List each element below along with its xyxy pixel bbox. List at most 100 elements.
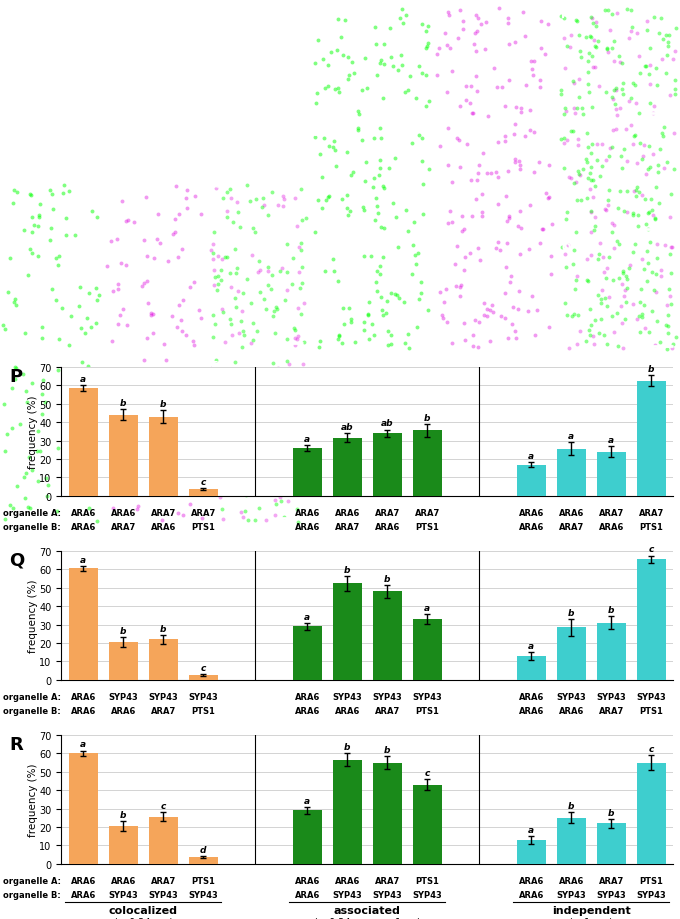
Point xyxy=(413,60,424,74)
Point xyxy=(54,249,65,264)
Point xyxy=(649,211,660,226)
Point xyxy=(443,9,454,24)
Point xyxy=(481,310,492,324)
Point xyxy=(535,80,546,95)
Point xyxy=(374,267,385,282)
Point xyxy=(639,139,650,153)
Point xyxy=(173,506,184,521)
Point xyxy=(607,225,617,240)
Text: P: P xyxy=(9,368,22,386)
Point xyxy=(651,251,662,266)
Point xyxy=(515,102,526,117)
Point xyxy=(499,312,510,326)
Point xyxy=(644,68,655,83)
Point xyxy=(279,193,290,208)
Point xyxy=(114,308,125,323)
Point xyxy=(18,368,29,382)
Text: ARA6: ARA6 xyxy=(335,876,360,885)
Point xyxy=(311,86,322,101)
Point xyxy=(33,424,44,438)
Point xyxy=(392,241,403,255)
Point xyxy=(473,166,484,181)
Point xyxy=(471,85,482,99)
Point xyxy=(309,130,320,145)
Point xyxy=(22,501,33,516)
Point xyxy=(272,412,283,426)
Point xyxy=(294,394,305,409)
Point xyxy=(375,221,386,235)
Point xyxy=(207,330,218,345)
Point xyxy=(41,489,52,504)
Text: PTS1: PTS1 xyxy=(191,706,215,715)
Point xyxy=(411,321,422,335)
Point xyxy=(583,77,594,92)
Point xyxy=(446,65,457,80)
Point xyxy=(669,45,680,60)
Point xyxy=(589,179,600,194)
Point xyxy=(662,49,673,63)
Point xyxy=(341,146,352,161)
Point xyxy=(385,328,396,343)
Point xyxy=(90,377,101,391)
Point xyxy=(536,41,547,56)
Point xyxy=(595,312,606,326)
Point xyxy=(113,318,124,333)
Point xyxy=(608,93,619,108)
Point xyxy=(560,62,571,76)
Point xyxy=(209,270,220,285)
Point xyxy=(625,25,636,40)
Point xyxy=(647,208,658,222)
Point xyxy=(296,277,307,291)
Text: L: L xyxy=(562,126,568,136)
Point xyxy=(459,334,470,348)
Point xyxy=(467,107,478,121)
Point xyxy=(27,463,38,478)
Point xyxy=(613,201,624,216)
Point xyxy=(328,264,339,278)
Point xyxy=(572,193,583,208)
Point xyxy=(246,297,257,312)
Point xyxy=(434,42,445,57)
Point xyxy=(634,310,645,324)
Point xyxy=(248,441,259,456)
Point xyxy=(567,74,578,89)
Text: a: a xyxy=(608,436,614,445)
Point xyxy=(323,58,334,73)
Point xyxy=(586,31,597,46)
Point xyxy=(437,308,447,323)
Point xyxy=(575,168,585,183)
Point xyxy=(635,137,646,152)
Point xyxy=(269,508,280,523)
Point xyxy=(273,361,284,376)
Point xyxy=(265,282,276,297)
Point xyxy=(107,284,118,299)
Point xyxy=(571,273,582,288)
Point xyxy=(282,237,292,252)
Text: B: B xyxy=(107,187,116,196)
Text: b: b xyxy=(608,808,615,817)
Point xyxy=(141,249,152,264)
Point xyxy=(317,170,328,185)
Point xyxy=(116,256,126,271)
Point xyxy=(334,85,345,100)
Point xyxy=(293,265,304,279)
Point xyxy=(470,313,481,328)
Point xyxy=(212,418,223,433)
Point xyxy=(556,132,566,147)
Point xyxy=(77,355,88,369)
Point xyxy=(177,293,188,308)
Point xyxy=(254,418,265,433)
Point xyxy=(583,275,594,289)
Point xyxy=(288,322,299,336)
Point xyxy=(238,324,249,339)
Point xyxy=(420,100,431,115)
Point xyxy=(481,16,492,30)
Point xyxy=(254,264,265,278)
Point xyxy=(648,283,659,298)
Point xyxy=(259,199,270,213)
Point xyxy=(112,282,123,297)
Point xyxy=(564,171,575,186)
Point xyxy=(590,220,600,234)
Point xyxy=(188,484,199,499)
Point xyxy=(117,447,128,461)
